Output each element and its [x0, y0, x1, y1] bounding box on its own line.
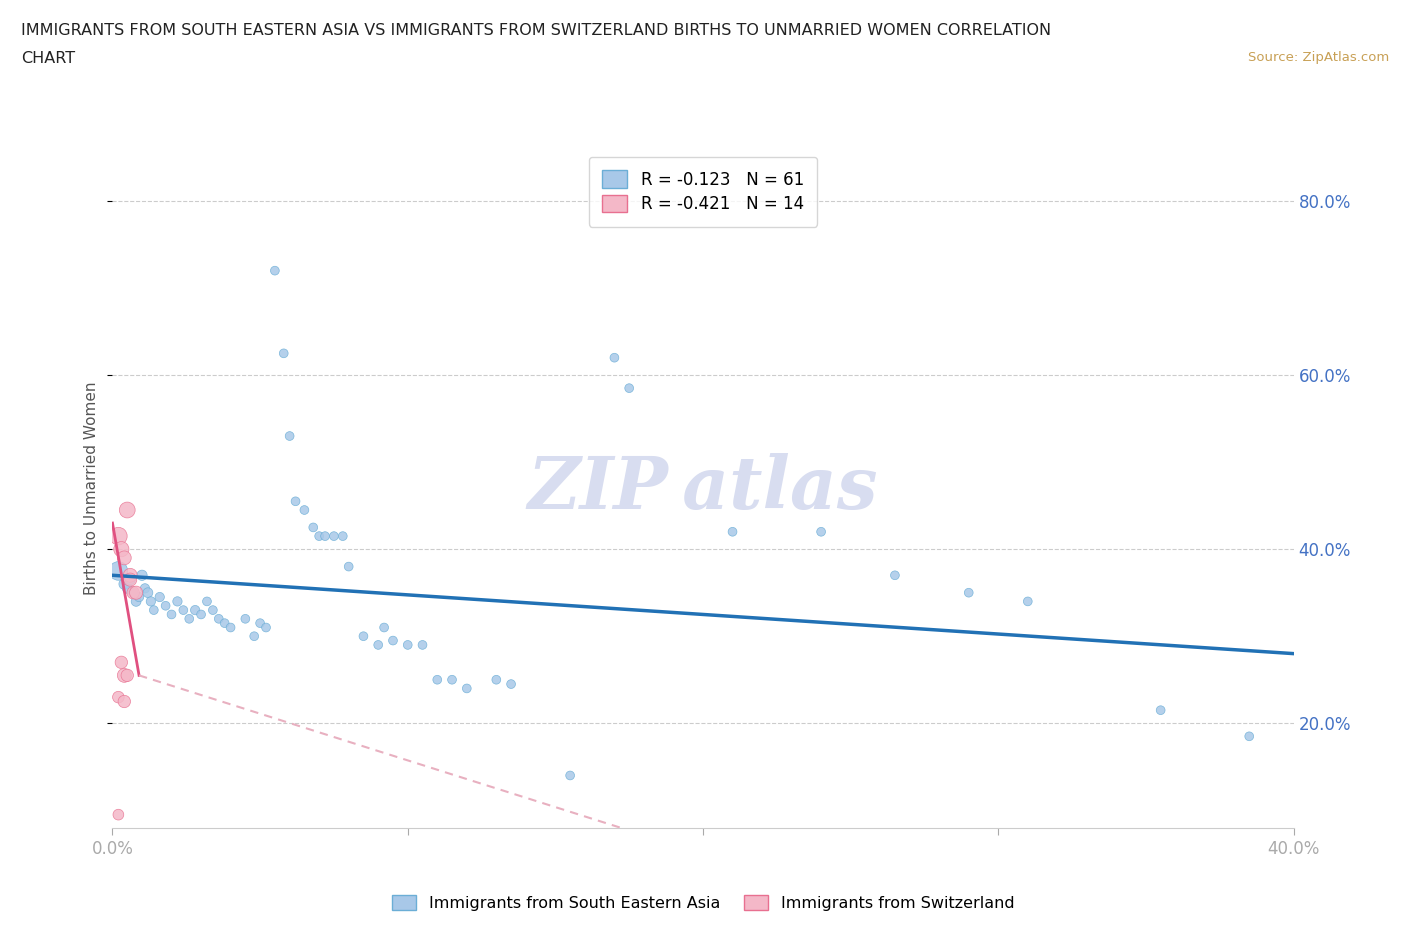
Point — [396, 637, 419, 652]
Point — [302, 520, 325, 535]
Point — [155, 598, 177, 613]
Text: ZIP atlas: ZIP atlas — [527, 453, 879, 524]
Point — [179, 611, 201, 626]
Point — [112, 577, 135, 591]
Point — [249, 616, 271, 631]
Point — [139, 594, 162, 609]
Point — [131, 568, 153, 583]
Point — [233, 611, 256, 626]
Point — [314, 528, 336, 543]
Point — [107, 690, 129, 705]
Point — [957, 585, 980, 600]
Point — [278, 429, 301, 444]
Point — [195, 594, 218, 609]
Point — [273, 346, 295, 361]
Point — [125, 594, 148, 609]
Point — [426, 672, 449, 687]
Point — [120, 572, 142, 587]
Point — [501, 677, 523, 692]
Point — [308, 528, 330, 543]
Point — [125, 585, 148, 600]
Point — [110, 542, 132, 557]
Point — [264, 263, 287, 278]
Point — [810, 525, 832, 539]
Point — [243, 629, 266, 644]
Point — [117, 581, 138, 596]
Point — [1239, 729, 1261, 744]
Point — [160, 607, 183, 622]
Point — [122, 585, 145, 600]
Point — [485, 672, 508, 687]
Point — [208, 611, 231, 626]
Point — [134, 581, 156, 596]
Point — [120, 572, 142, 587]
Point — [619, 380, 641, 395]
Point — [332, 528, 354, 543]
Point — [323, 528, 346, 543]
Point — [214, 616, 236, 631]
Point — [884, 568, 907, 583]
Point — [112, 668, 135, 683]
Point — [603, 351, 626, 365]
Point — [190, 607, 212, 622]
Point — [219, 620, 242, 635]
Point — [1017, 594, 1039, 609]
Point — [172, 603, 194, 618]
Point — [117, 502, 138, 517]
Point — [456, 681, 478, 696]
Point — [367, 637, 389, 652]
Point — [112, 694, 135, 709]
Point — [254, 620, 277, 635]
Point — [284, 494, 307, 509]
Point — [184, 603, 207, 618]
Point — [110, 655, 132, 670]
Point — [352, 629, 374, 644]
Point — [128, 590, 150, 604]
Point — [136, 585, 159, 600]
Text: IMMIGRANTS FROM SOUTH EASTERN ASIA VS IMMIGRANTS FROM SWITZERLAND BIRTHS TO UNMA: IMMIGRANTS FROM SOUTH EASTERN ASIA VS IM… — [21, 23, 1052, 38]
Point — [120, 568, 142, 583]
Point — [721, 525, 744, 539]
Point — [149, 590, 172, 604]
Point — [112, 551, 135, 565]
Point — [411, 637, 433, 652]
Text: CHART: CHART — [21, 51, 75, 66]
Point — [201, 603, 224, 618]
Point — [373, 620, 395, 635]
Y-axis label: Births to Unmarried Women: Births to Unmarried Women — [84, 381, 100, 595]
Point — [142, 603, 165, 618]
Point — [117, 668, 138, 683]
Point — [107, 528, 129, 543]
Point — [337, 559, 360, 574]
Legend: R = -0.123   N = 61, R = -0.421   N = 14: R = -0.123 N = 61, R = -0.421 N = 14 — [589, 157, 817, 227]
Point — [166, 594, 188, 609]
Point — [292, 502, 315, 517]
Point — [558, 768, 582, 783]
Point — [1150, 703, 1173, 718]
Point — [382, 633, 405, 648]
Point — [122, 585, 145, 600]
Point — [441, 672, 464, 687]
Text: Source: ZipAtlas.com: Source: ZipAtlas.com — [1249, 51, 1389, 64]
Legend: Immigrants from South Eastern Asia, Immigrants from Switzerland: Immigrants from South Eastern Asia, Immi… — [385, 889, 1021, 917]
Point — [107, 807, 129, 822]
Point — [107, 564, 129, 578]
